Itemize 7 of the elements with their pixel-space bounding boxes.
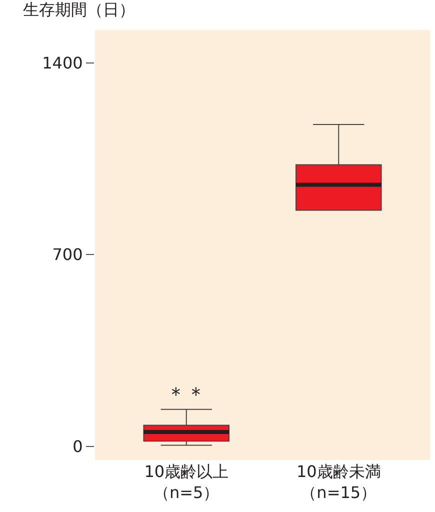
y-axis-title: 生存期間（日） (23, 0, 135, 19)
x-tick-label: 10歳齢未満（n=15） (296, 462, 381, 502)
annotation: ＊＊ (166, 382, 206, 406)
y-tick-label: 0 (72, 436, 83, 456)
y-tick-label: 1400 (42, 53, 83, 72)
x-tick-label: 10歳齢以上（n=5） (144, 462, 229, 502)
y-tick-label: 700 (52, 245, 83, 264)
